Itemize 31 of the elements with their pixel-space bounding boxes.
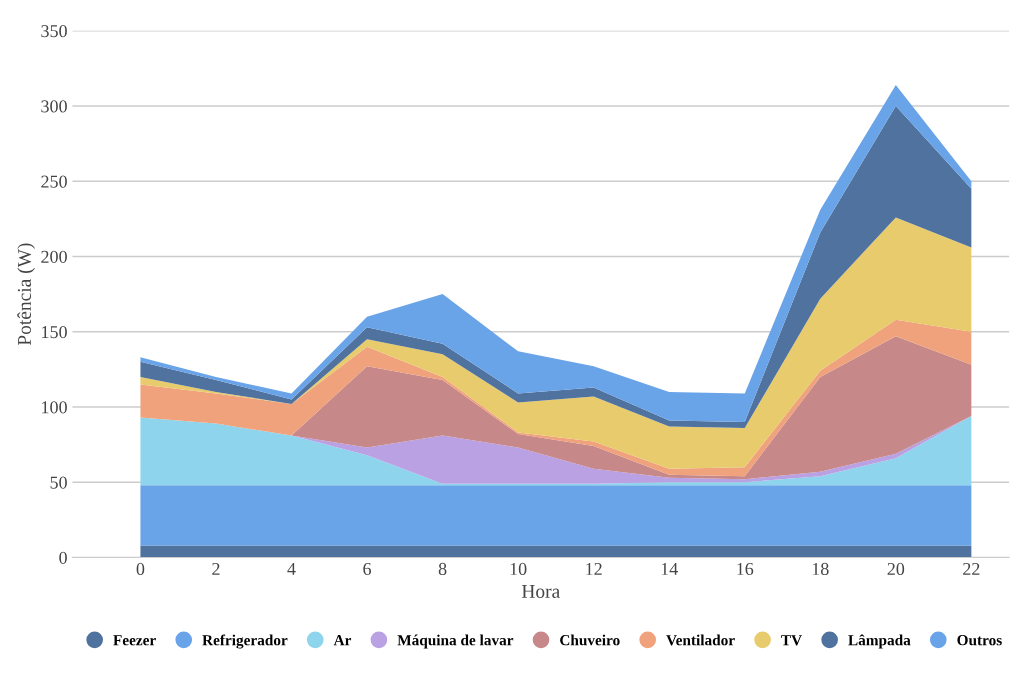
x-axis-title: Hora bbox=[521, 585, 560, 598]
legend-label: Chuveiro bbox=[560, 634, 620, 646]
legend-label: Outros bbox=[957, 635, 1002, 646]
x-tick-label: 18 bbox=[812, 562, 829, 576]
x-tick-label: 22 bbox=[963, 562, 980, 575]
legend-label: Ar bbox=[333, 635, 352, 646]
y-tick-label: 100 bbox=[42, 401, 67, 414]
x-tick-label: 16 bbox=[737, 562, 754, 576]
y-tick-label: 0 bbox=[59, 551, 67, 564]
y-tick-label: 50 bbox=[50, 476, 67, 489]
legend-label: Lâmpada bbox=[848, 634, 911, 649]
legend-label: Refrigerador bbox=[202, 634, 288, 649]
y-tick-label: 350 bbox=[41, 25, 67, 38]
legend-label: Ventilador bbox=[666, 634, 735, 646]
y-tick-label: 150 bbox=[42, 326, 67, 339]
x-tick-label: 0 bbox=[136, 562, 145, 576]
x-tick-label: 2 bbox=[212, 562, 220, 575]
legend-label: Feezer bbox=[113, 635, 156, 646]
x-tick-label: 8 bbox=[438, 562, 447, 576]
y-tick-label: 300 bbox=[41, 100, 67, 113]
legend-label: Máquina de lavar bbox=[397, 634, 514, 649]
legend-label: TV bbox=[781, 635, 802, 646]
x-tick-label: 14 bbox=[661, 562, 678, 575]
x-tick-label: 10 bbox=[510, 562, 527, 576]
x-tick-label: 12 bbox=[586, 562, 602, 575]
y-tick-label: 200 bbox=[41, 250, 67, 263]
y-axis-title: Potência (W) bbox=[17, 243, 35, 346]
x-tick-label: 4 bbox=[287, 562, 296, 575]
x-tick-label: 20 bbox=[887, 562, 905, 576]
x-tick-label: 6 bbox=[363, 562, 372, 576]
y-tick-label: 250 bbox=[41, 175, 67, 188]
